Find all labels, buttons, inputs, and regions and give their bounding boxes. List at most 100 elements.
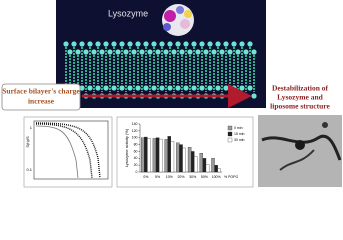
lipid-head [123,49,129,55]
lipid-head [87,41,93,47]
lipid-head [199,41,205,47]
lipid-head [167,85,173,91]
y-tick-label: 0 [136,170,138,174]
lipid-head [247,41,253,47]
lipid-head [131,49,137,55]
bar [214,164,218,173]
lipid-head [175,85,181,91]
lipid-head [223,85,229,91]
y-tick-label: 20 [134,163,138,167]
lipid-head [91,49,97,55]
bar [176,142,180,173]
lipid-head [235,49,241,55]
lipid-head [207,85,213,91]
lipid-head [147,49,153,55]
lipid-head [79,41,85,47]
lipid-head [127,41,133,47]
legend-swatch [227,137,233,143]
lipid-head [159,85,165,91]
lipid-head [95,41,101,47]
lipid-head [219,49,225,55]
lipid-head [135,41,141,47]
y-tick-label: 120 [132,129,138,133]
legend-label: 30 min [234,138,245,142]
lipid-head [71,41,77,47]
lipid-head [223,41,229,47]
lipid-head [111,41,117,47]
lipid-head [151,41,157,47]
y-tick-label: 60 [134,149,138,153]
lipid-head [199,85,205,91]
box-text: increase [28,97,55,106]
lipid-head [83,49,89,55]
protein-label: Lysozyme [108,8,148,18]
bar [164,139,168,173]
y-tick-label: 0.1 [26,167,32,172]
lipid-head [167,41,173,47]
bar [217,168,221,173]
lipid-head [151,85,157,91]
bar [141,137,145,173]
y-tick-label: 1 [30,125,33,130]
lipid-head [95,85,101,91]
lipid-head [99,49,105,55]
lipid-head [191,85,197,91]
lipid-head [143,41,149,47]
lipid-head [115,49,121,55]
bar [182,147,186,173]
lipid-head [211,49,217,55]
lipid-head [215,85,221,91]
lipid-head [135,85,141,91]
bar [170,140,175,173]
bar [199,152,204,173]
protein [162,4,194,36]
result-text: liposome structure [270,102,330,111]
lipid-head [139,49,145,55]
legend-label: 15 min [234,132,245,136]
lipid-head [203,49,209,55]
lipid-head [239,41,245,47]
x-tick-label: 100% [212,175,221,179]
x-tick-label: 20% [177,175,184,179]
lipid-head [215,41,221,47]
lipid-head [159,41,165,47]
lipid-head [127,85,133,91]
y-tick-label: 40 [134,156,138,160]
lipid-head [207,41,213,47]
bar [152,138,157,173]
lipid-head [155,49,161,55]
graphical-abstract: Lysozyme Surface bilayer's charge increa… [1,0,342,188]
lipid-head [175,41,181,47]
scattering-panel: S(h)/S 1 0.1 [23,116,113,188]
lipid-head [103,41,109,47]
lipid-head [231,41,237,47]
y-label: Lysozyme activity (%) [124,128,129,167]
lipid-head [231,85,237,91]
lipid-head [183,41,189,47]
lipid-head [75,49,81,55]
lipid-head [247,85,253,91]
y-tick-label: 140 [132,122,138,126]
lipid-head [183,85,189,91]
x-tick-label: 50% [201,175,208,179]
lipid-head [103,85,109,91]
bar [179,144,183,173]
lipid-head [251,49,257,55]
lipid-head [63,41,69,47]
x-label: % POPG [224,175,238,179]
legend-swatch [227,125,233,131]
bar [191,151,195,173]
lipid-head [227,49,233,55]
bar [187,147,192,173]
lipid-head [67,49,73,55]
lipid-head [179,49,185,55]
legend-label: 0 min [234,126,243,130]
bar [158,138,163,173]
lipid-head [119,85,125,91]
lipid-head [79,85,85,91]
lipid-head [187,49,193,55]
result-text: Destabilization of [272,84,329,93]
lipid-head [107,49,113,55]
x-tick-label: 0% [143,175,148,179]
